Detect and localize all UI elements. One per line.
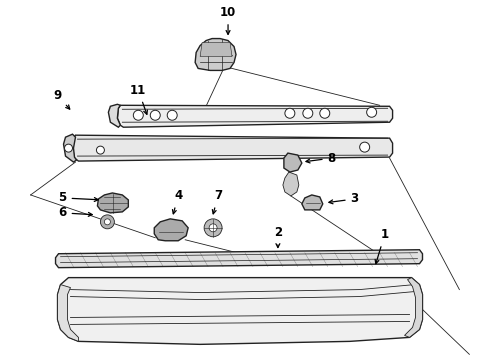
Polygon shape xyxy=(64,134,76,162)
Circle shape xyxy=(65,144,73,152)
Text: 1: 1 xyxy=(375,228,389,264)
Polygon shape xyxy=(55,250,422,268)
Polygon shape xyxy=(57,285,78,341)
Text: 2: 2 xyxy=(274,226,282,248)
Polygon shape xyxy=(302,195,323,210)
Text: 10: 10 xyxy=(220,6,236,34)
Circle shape xyxy=(97,146,104,154)
Text: 7: 7 xyxy=(212,189,222,214)
Text: 11: 11 xyxy=(130,84,147,114)
Polygon shape xyxy=(57,278,422,345)
Circle shape xyxy=(367,107,377,117)
Text: 4: 4 xyxy=(172,189,182,214)
Polygon shape xyxy=(73,135,392,161)
Polygon shape xyxy=(284,153,302,172)
Text: 3: 3 xyxy=(329,193,359,206)
Circle shape xyxy=(209,224,217,232)
Circle shape xyxy=(285,108,295,118)
Polygon shape xyxy=(154,219,188,241)
Polygon shape xyxy=(283,172,299,196)
Polygon shape xyxy=(405,278,422,337)
Circle shape xyxy=(133,110,143,120)
Polygon shape xyxy=(200,42,232,57)
Circle shape xyxy=(167,110,177,120)
Circle shape xyxy=(100,215,114,229)
Polygon shape xyxy=(118,105,392,127)
Circle shape xyxy=(104,219,110,225)
Text: 9: 9 xyxy=(53,89,70,109)
Circle shape xyxy=(320,108,330,118)
Text: 5: 5 xyxy=(58,192,98,204)
Polygon shape xyxy=(98,193,128,213)
Text: 6: 6 xyxy=(58,206,92,219)
Circle shape xyxy=(360,142,369,152)
Text: 8: 8 xyxy=(306,152,336,165)
Circle shape xyxy=(150,110,160,120)
Circle shape xyxy=(204,219,222,237)
Polygon shape xyxy=(195,39,236,71)
Circle shape xyxy=(303,108,313,118)
Polygon shape xyxy=(108,104,121,127)
